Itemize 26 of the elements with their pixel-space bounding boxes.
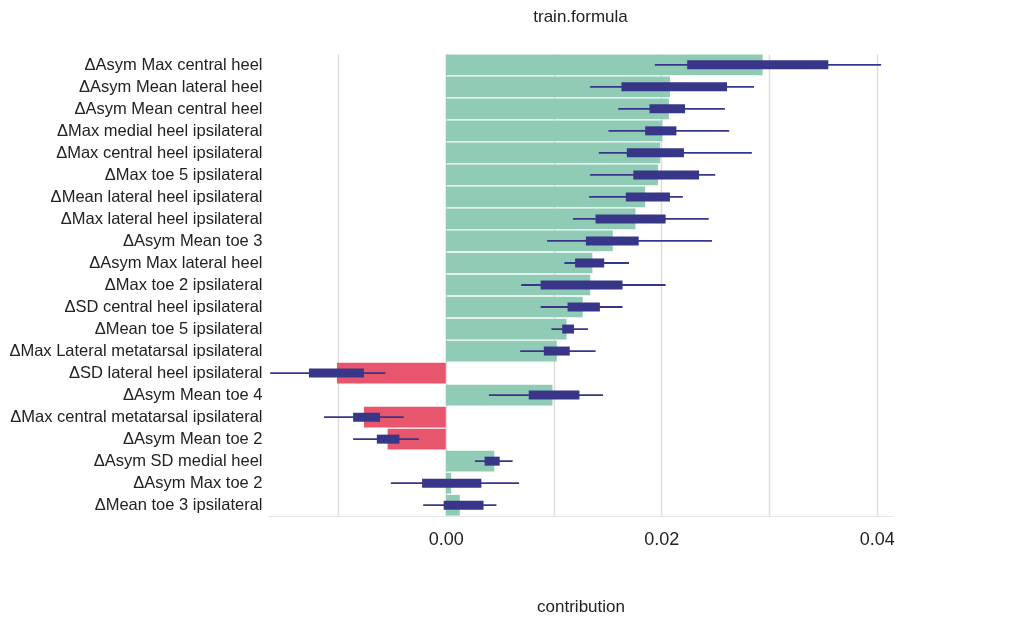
- chart-title: train.formula: [533, 7, 629, 26]
- x-tick-label: 0.02: [644, 528, 680, 549]
- y-tick-label: ΔAsym Mean lateral heel: [79, 76, 263, 95]
- y-tick-label: ΔAsym Mean toe 2: [123, 429, 263, 448]
- y-tick-label: ΔMax medial heel ipsilateral: [57, 120, 263, 139]
- y-tick-label: ΔMax Lateral metatarsal ipsilateral: [9, 341, 263, 360]
- y-tick-label: ΔMax central metatarsal ipsilateral: [10, 407, 263, 426]
- y-tick-label: ΔAsym Mean toe 3: [123, 230, 263, 249]
- y-tick-label: ΔAsym Max toe 2: [133, 473, 263, 492]
- y-tick-label: ΔAsym Max lateral heel: [89, 252, 263, 271]
- y-tick-label: ΔAsym Mean central heel: [74, 98, 263, 117]
- y-tick-label: ΔMean toe 5 ipsilateral: [94, 319, 263, 338]
- x-axis-title: contribution: [537, 596, 625, 616]
- y-tick-label: ΔSD central heel ipsilateral: [64, 297, 263, 316]
- x-tick-label: 0.00: [428, 528, 464, 549]
- y-tick-label: ΔMean toe 3 ipsilateral: [94, 495, 263, 514]
- x-tick-label: 0.04: [859, 528, 895, 549]
- y-tick-label: ΔMean lateral heel ipsilateral: [50, 186, 263, 205]
- y-tick-label: ΔSD lateral heel ipsilateral: [68, 363, 263, 382]
- y-tick-label: ΔAsym SD medial heel: [93, 451, 263, 470]
- y-tick-label: ΔMax central heel ipsilateral: [56, 142, 263, 161]
- y-tick-label: ΔAsym Max central heel: [84, 54, 263, 73]
- y-tick-label: ΔMax toe 5 ipsilateral: [104, 164, 263, 183]
- y-tick-label: ΔAsym Mean toe 4: [123, 385, 263, 404]
- y-tick-label: ΔMax toe 2 ipsilateral: [104, 275, 263, 293]
- y-tick-label: ΔMax lateral heel ipsilateral: [60, 208, 263, 227]
